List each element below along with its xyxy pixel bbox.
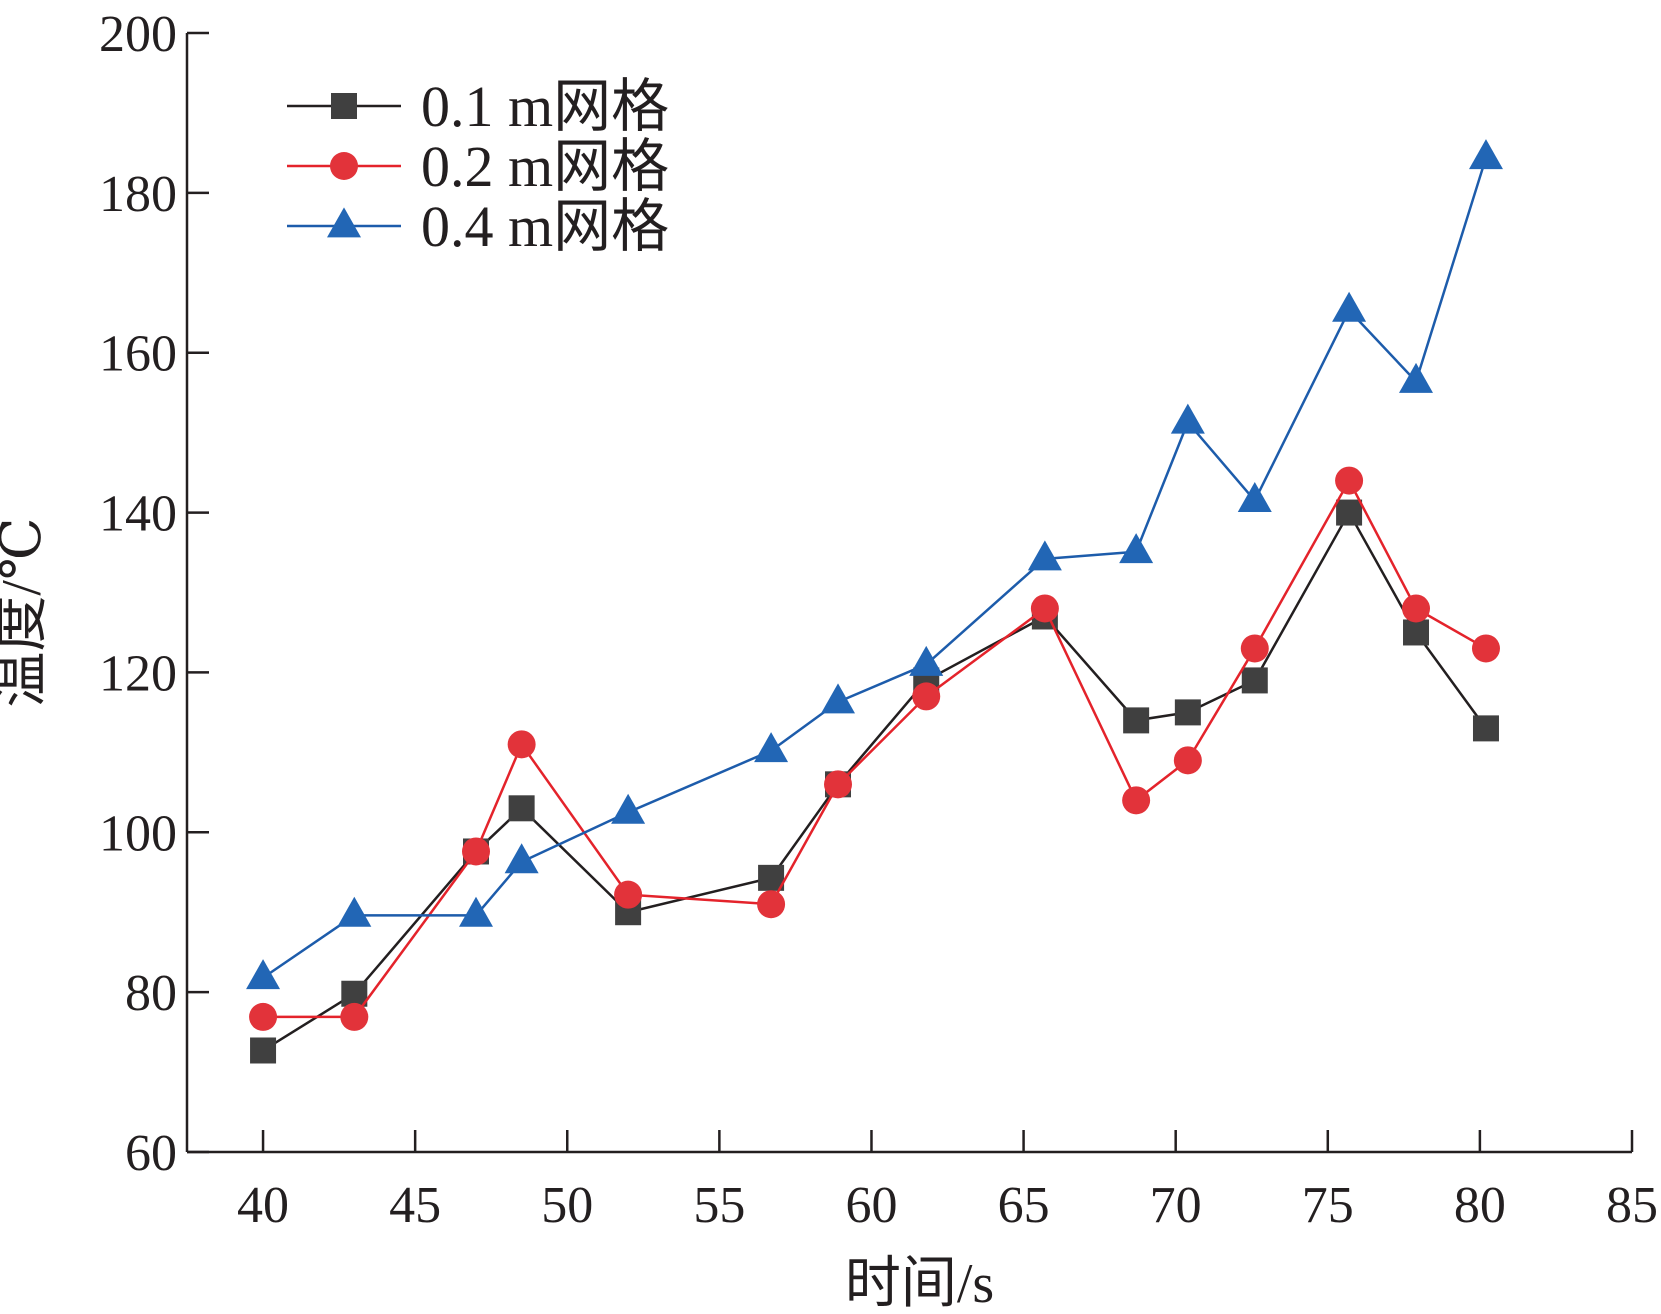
x-tick-label: 55 <box>693 1177 745 1234</box>
y-tick-label: 140 <box>99 486 177 543</box>
series-2 <box>249 466 1500 1031</box>
y-axis-title: 温度/℃ <box>0 517 53 707</box>
x-tick-label: 70 <box>1150 1177 1202 1234</box>
triangle-marker <box>337 896 372 927</box>
series-layer <box>246 139 1503 1064</box>
triangle-marker <box>327 207 361 238</box>
circle-marker <box>757 890 786 919</box>
triangle-marker <box>459 896 493 927</box>
x-tick-label: 40 <box>237 1177 289 1234</box>
x-tick-label: 65 <box>998 1177 1050 1234</box>
square-marker <box>250 1037 277 1064</box>
circle-marker <box>824 770 853 799</box>
circle-marker <box>1030 594 1059 623</box>
legend-item: 0.1 m网格 <box>287 74 669 139</box>
circle-marker <box>330 152 358 180</box>
axes: 60 80 100 120 140 160 180 200 40 45 50 55 60 65 70 75 80… <box>99 6 1658 1234</box>
x-tick-label: 50 <box>541 1177 593 1234</box>
triangle-marker <box>1027 540 1062 571</box>
triangle-marker <box>1170 403 1205 434</box>
y-tick-label: 200 <box>99 6 177 63</box>
x-axis-title: 时间/s <box>845 1253 994 1314</box>
circle-marker <box>340 1002 369 1031</box>
square-marker <box>341 980 368 1007</box>
square-marker <box>1336 499 1363 526</box>
triangle-marker <box>1237 481 1272 512</box>
triangle-marker <box>1332 291 1367 322</box>
triangle-marker <box>821 683 856 714</box>
circle-marker <box>1122 786 1151 815</box>
series-1 <box>250 499 1499 1064</box>
square-marker <box>1241 667 1268 694</box>
triangle-marker <box>1399 362 1434 393</box>
triangle-marker <box>504 843 539 874</box>
x-tick-label: 85 <box>1606 1177 1658 1234</box>
triangle-marker <box>246 959 281 990</box>
triangle-marker <box>909 645 944 676</box>
x-tick-label: 60 <box>845 1177 897 1234</box>
circle-marker <box>1471 634 1500 663</box>
legend-item: 0.4 m网格 <box>287 194 669 259</box>
y-tick-label: 180 <box>99 166 177 223</box>
circle-marker <box>1173 746 1202 775</box>
circle-marker <box>462 837 490 866</box>
circle-marker <box>614 880 643 909</box>
series-3 <box>246 139 1503 990</box>
triangle-marker <box>1468 139 1503 170</box>
circle-marker <box>1240 634 1269 663</box>
x-tick-label: 80 <box>1454 1177 1506 1234</box>
legend-item: 0.2 m网格 <box>287 134 669 199</box>
circle-marker <box>249 1002 278 1031</box>
series-line <box>262 511 1487 1052</box>
triangle-marker <box>754 732 789 763</box>
square-marker <box>508 795 535 822</box>
x-tick-label: 75 <box>1302 1177 1354 1234</box>
triangle-marker <box>611 793 646 824</box>
square-marker <box>1174 699 1201 726</box>
square-marker <box>1403 619 1430 646</box>
legend-label: 0.4 m网格 <box>421 194 669 259</box>
circle-marker <box>1402 594 1431 623</box>
circle-marker <box>912 682 941 711</box>
circle-marker <box>1335 466 1364 495</box>
y-tick-label: 100 <box>99 805 177 862</box>
series-line <box>262 157 1488 979</box>
square-marker <box>1123 707 1150 734</box>
y-tick-label: 60 <box>125 1125 177 1182</box>
y-tick-label: 120 <box>99 645 177 702</box>
square-marker <box>1472 715 1499 742</box>
circle-marker <box>507 730 536 759</box>
x-tick-label: 45 <box>389 1177 441 1234</box>
square-marker <box>331 93 357 119</box>
y-tick-label: 160 <box>99 326 177 383</box>
series-line <box>263 479 1487 1019</box>
triangle-marker <box>1119 533 1154 564</box>
y-tick-label: 80 <box>125 965 177 1022</box>
legend-label: 0.2 m网格 <box>421 134 669 199</box>
legend-label: 0.1 m网格 <box>421 74 669 139</box>
